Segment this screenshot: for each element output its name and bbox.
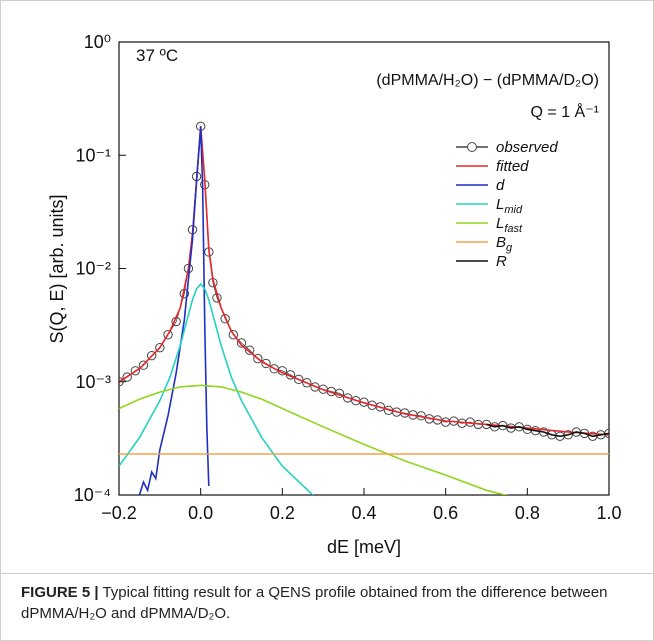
y-tick-label: 10⁻² (75, 259, 111, 279)
legend-name: L (496, 196, 504, 213)
legend-label: Lfast (496, 215, 523, 235)
annotation: Q = 1 Å⁻¹ (531, 102, 599, 121)
x-tick-label: 0.6 (433, 503, 458, 523)
legend-label: Bg (496, 234, 513, 254)
y-axis-label: S(Q, E) [arb. units] (47, 194, 67, 343)
x-tick-label: −0.2 (101, 503, 137, 523)
legend-marker (467, 142, 477, 152)
data-point (236, 338, 247, 348)
series-line (119, 126, 609, 436)
data-point (122, 372, 132, 382)
annotation: (dPMMA/H₂O) − (dPMMA/D₂O) (376, 72, 599, 89)
legend-name: R (496, 253, 507, 270)
legend-name: B (496, 234, 506, 251)
series-line (119, 126, 609, 437)
data-point (130, 366, 141, 376)
data-point (155, 342, 165, 353)
data-point (163, 330, 173, 340)
data-point (253, 353, 263, 364)
data-point (138, 360, 149, 370)
x-tick-label: 1.0 (596, 503, 621, 523)
y-tick-label: 10⁻¹ (75, 145, 111, 165)
legend-name: fitted (496, 158, 529, 175)
legend-subscript: fast (504, 223, 523, 235)
legend-label: R (496, 253, 507, 270)
legend-name: observed (496, 139, 558, 156)
data-point (261, 358, 271, 369)
data-point (244, 345, 255, 355)
y-tick-label: 10⁰ (84, 32, 111, 52)
legend-label: fitted (496, 158, 529, 175)
caption-text: Typical fitting result for a QENS profil… (21, 584, 608, 622)
x-tick-label: 0.2 (270, 503, 295, 523)
x-tick-label: 0.8 (515, 503, 540, 523)
legend-subscript: mid (504, 204, 523, 216)
annotation: 37 ºC (136, 46, 178, 65)
legend-label: Lmid (496, 196, 523, 216)
data-point (146, 350, 157, 361)
data-point (302, 378, 312, 388)
data-point (293, 374, 304, 385)
chart: 37 ºC (dPMMA/H₂O) − (dPMMA/D₂O) Q = 1 Å⁻… (47, 32, 622, 557)
x-axis-label: dE [meV] (327, 537, 401, 557)
data-point (342, 393, 353, 403)
legend-label: observed (496, 139, 558, 156)
series-line (119, 384, 509, 495)
data-point (228, 330, 239, 340)
series-line (119, 282, 315, 495)
y-tick-label: 10⁻⁴ (74, 485, 111, 505)
legend-subscript: g (506, 242, 513, 254)
legend-label: d (496, 177, 505, 194)
x-tick-label: 0.4 (351, 503, 376, 523)
plot-area (119, 121, 609, 495)
y-tick-label: 10⁻³ (75, 372, 111, 392)
legend-name: d (496, 177, 505, 194)
series-line (486, 423, 609, 438)
legend-name: L (496, 215, 504, 232)
caption-label: FIGURE 5 | (21, 584, 99, 601)
data-point (220, 314, 230, 324)
caption: FIGURE 5 | Typical fitting result for a … (1, 573, 653, 640)
x-tick-label: 0.0 (188, 503, 213, 523)
series-line (138, 126, 210, 495)
